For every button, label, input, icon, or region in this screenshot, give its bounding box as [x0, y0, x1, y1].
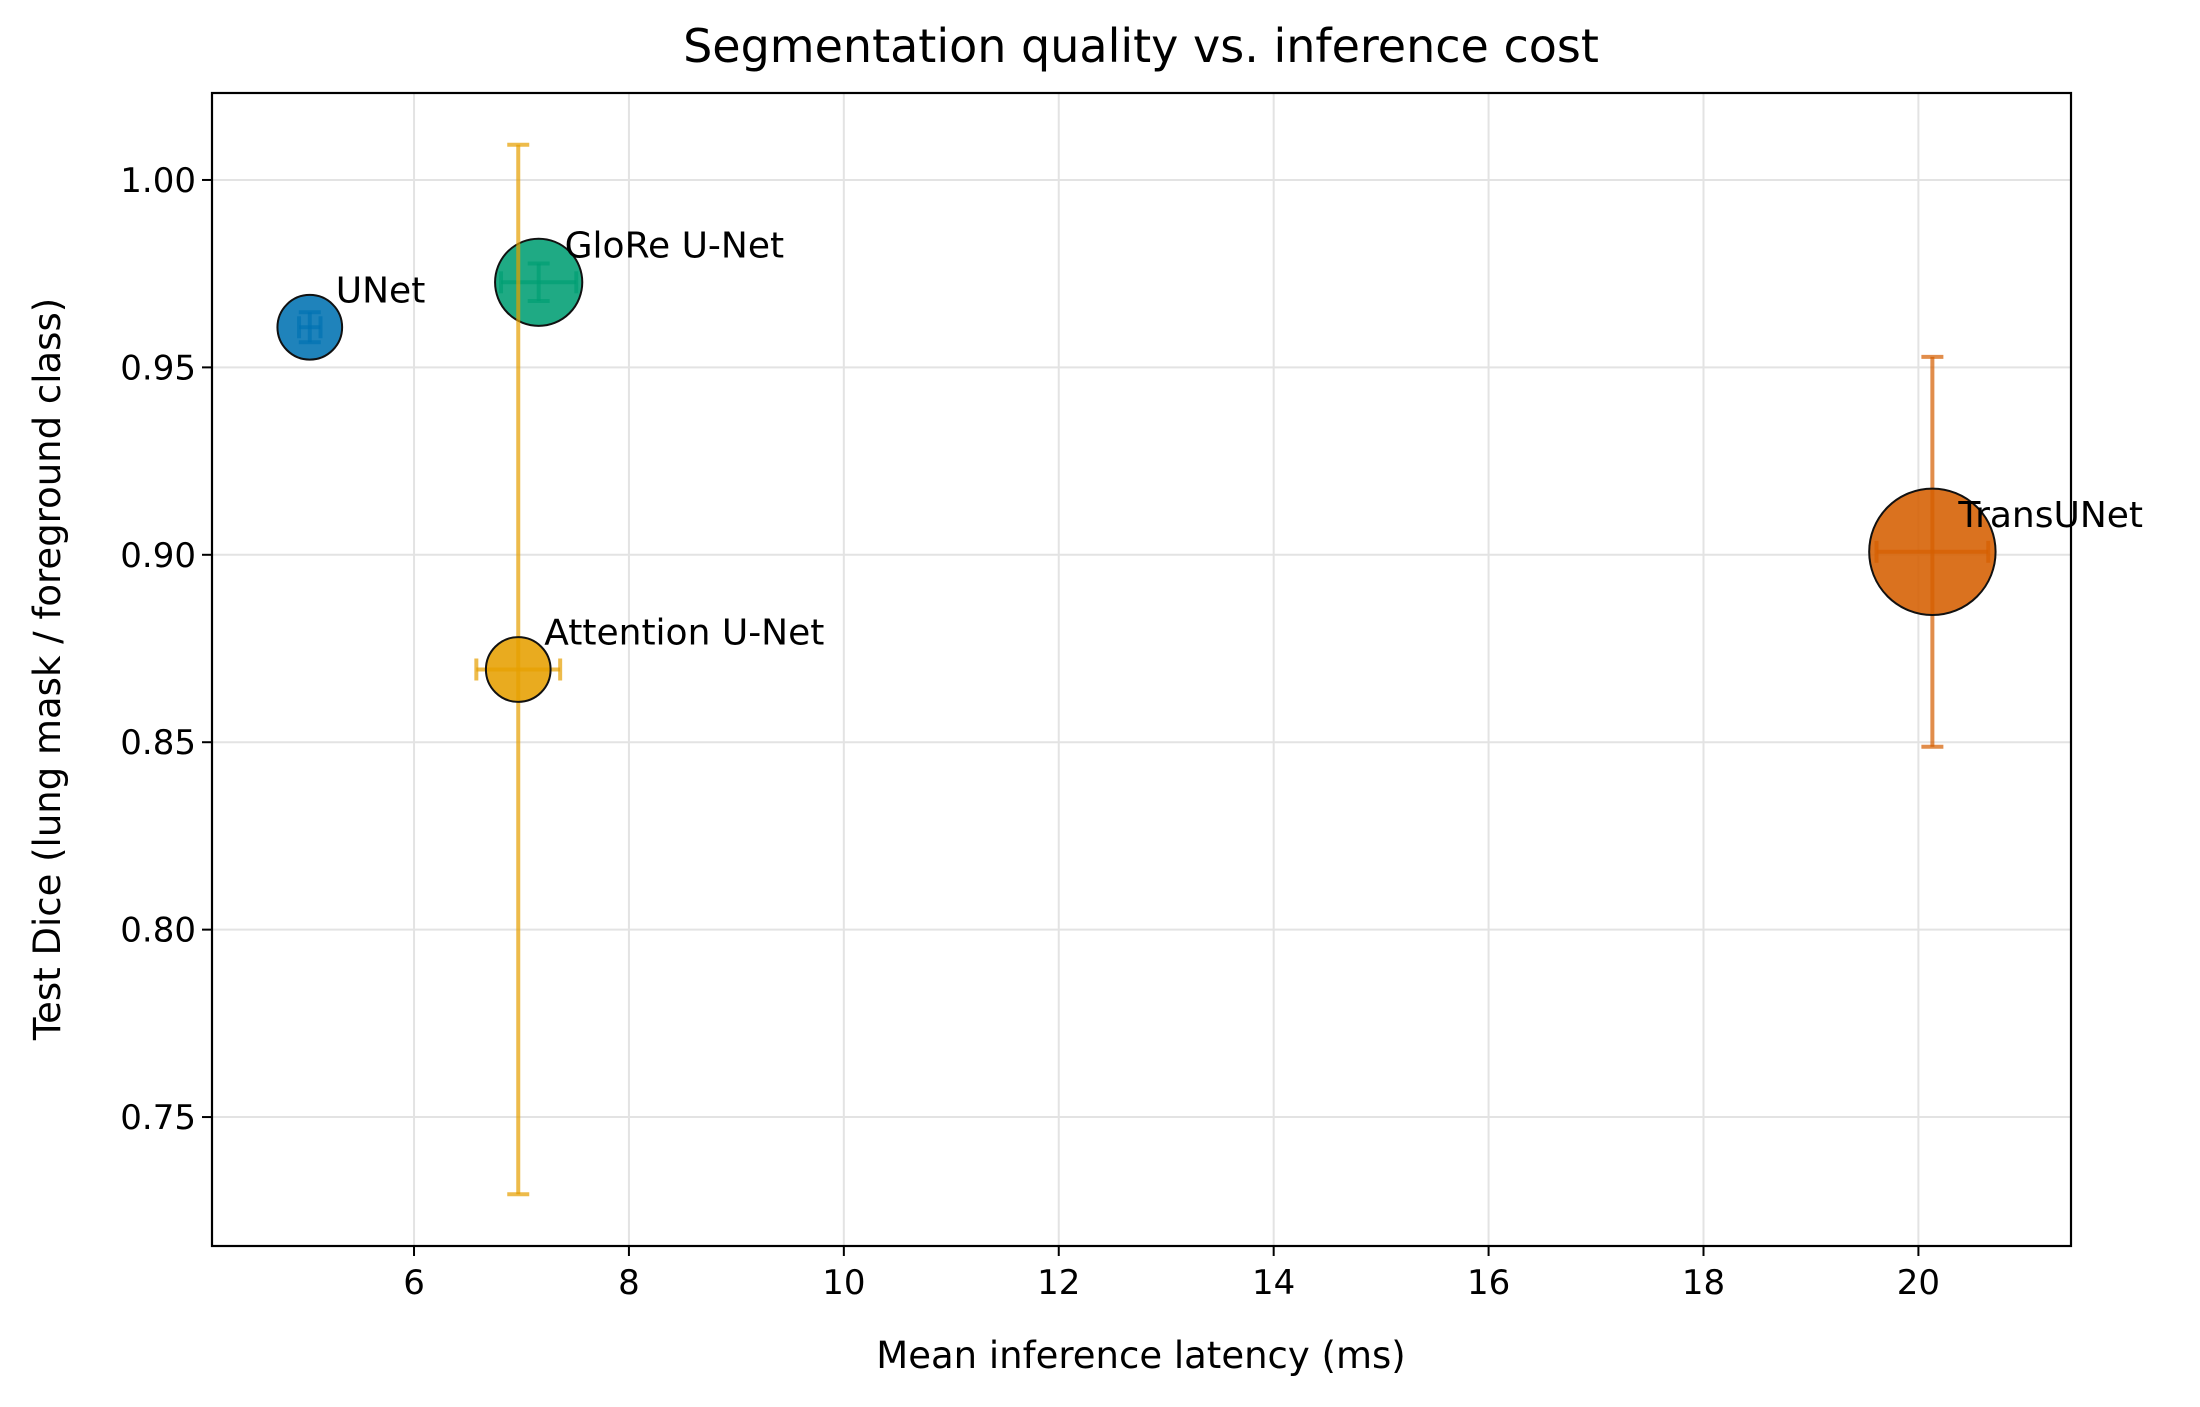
point-label: UNet: [336, 270, 426, 311]
bubble: [1868, 487, 1997, 616]
x-tick-label: 6: [403, 1263, 425, 1303]
y-tick-label: 1.00: [120, 161, 196, 201]
y-tick-label: 0.90: [120, 536, 196, 576]
point-label: TransUNet: [1957, 495, 2143, 536]
plot-frame: [210, 91, 2073, 1248]
point-label: Attention U-Net: [544, 613, 824, 654]
chart-title: Segmentation quality vs. inference cost: [683, 19, 1599, 73]
bubble: [484, 636, 552, 703]
y-tick-label: 0.75: [120, 1098, 196, 1138]
x-tick-label: 10: [822, 1263, 865, 1303]
y-tick-label: 0.95: [120, 348, 196, 388]
x-tick-label: 16: [1467, 1263, 1510, 1303]
x-tick-label: 18: [1682, 1263, 1725, 1303]
bubble: [276, 293, 344, 361]
x-tick-label: 14: [1252, 1263, 1295, 1303]
x-tick-label: 20: [1897, 1263, 1940, 1303]
y-axis-label: Test Dice (lung mask / foreground class): [26, 298, 69, 1041]
x-axis-label: Mean inference latency (ms): [876, 1334, 1405, 1377]
x-tick-label: 12: [1037, 1263, 1080, 1303]
y-tick-label: 0.80: [120, 911, 196, 951]
point-label: GloRe U-Net: [565, 225, 784, 266]
y-tick-label: 0.85: [120, 723, 196, 763]
x-tick-label: 8: [618, 1263, 640, 1303]
